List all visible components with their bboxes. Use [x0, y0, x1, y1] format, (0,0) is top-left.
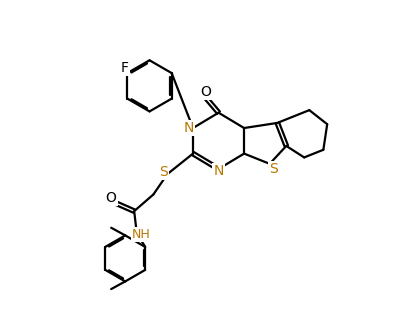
Text: O: O — [106, 191, 117, 205]
Text: O: O — [200, 85, 211, 99]
Text: N: N — [213, 164, 224, 179]
Text: F: F — [121, 61, 129, 75]
Text: S: S — [159, 165, 168, 179]
Text: NH: NH — [132, 228, 151, 241]
Text: N: N — [183, 121, 194, 135]
Text: S: S — [269, 162, 278, 176]
